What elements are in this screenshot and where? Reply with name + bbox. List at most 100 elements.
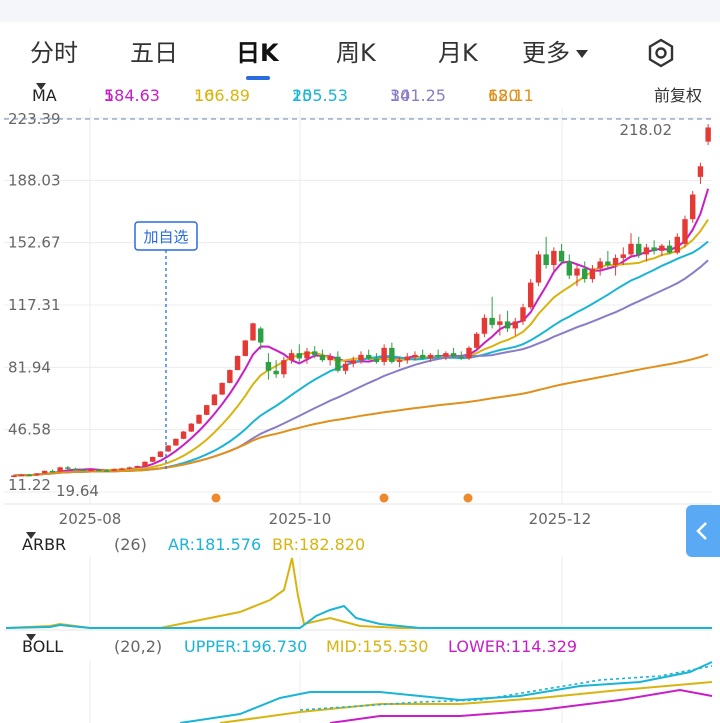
x-tick-label: 2025-10 (269, 510, 332, 528)
candle-body (597, 261, 603, 269)
max-price-label: 218.02 (620, 121, 673, 139)
candle-body (366, 354, 372, 359)
candle-body (49, 470, 56, 473)
candle-body (250, 323, 256, 341)
candle-body (427, 354, 434, 359)
candle-body (327, 356, 333, 361)
kline-chart[interactable]: 223.39188.03152.67117.3181.9446.5811.222… (0, 108, 720, 528)
boll-mid-line (219, 681, 713, 723)
ma20-number: 155.53 (292, 86, 348, 105)
candle-body (281, 360, 287, 375)
ma120-colon: : (488, 86, 494, 105)
candle-body (18, 474, 25, 477)
settings-icon[interactable] (646, 38, 676, 68)
candle-body (497, 321, 503, 325)
candle-body (504, 321, 511, 329)
x-tick-label: 2025-12 (529, 510, 592, 528)
candle-body (296, 353, 302, 359)
candle-body (489, 317, 495, 325)
chevron-down-icon (26, 634, 36, 641)
candle-body (389, 347, 395, 362)
candle-body (180, 431, 187, 439)
y-tick-label: 152.67 (8, 234, 61, 252)
status-strip (0, 0, 720, 22)
chevron-down-icon (576, 50, 588, 58)
candle-body (42, 470, 48, 474)
candle-body (620, 254, 626, 258)
ma120-key: 120 (488, 86, 519, 105)
event-dot (211, 493, 221, 503)
candle-body (705, 127, 711, 142)
br-value: BR:182.820 (272, 535, 366, 554)
candle-body (381, 347, 387, 362)
candle-body (242, 340, 248, 356)
candle-body (165, 445, 171, 452)
candle-body (335, 356, 341, 371)
boll-param: (20,2) (114, 637, 163, 656)
candle-body (234, 355, 241, 371)
candle-body (420, 354, 426, 359)
ma30-key: 30 (390, 86, 411, 105)
tab-five-day[interactable]: 五日 (130, 39, 178, 67)
y-tick-label: 188.03 (8, 171, 61, 189)
candle-body (450, 353, 457, 357)
candle-body (682, 219, 688, 244)
min-price-label: 19.64 (56, 482, 99, 500)
arbr-legend: ARBR (26) AR:181.576 BR:182.820 (0, 532, 720, 558)
side-panel-toggle[interactable] (686, 505, 720, 557)
tab-more[interactable]: 更多 (522, 38, 588, 68)
candle-body (119, 468, 125, 470)
ma10-key: 10 (194, 86, 215, 105)
arbr-chart (4, 556, 712, 631)
ma10-number: 166.89 (194, 86, 250, 105)
y-tick-label: 46.58 (8, 421, 51, 439)
tab-intraday[interactable]: 分时 (30, 39, 78, 67)
candle-body (157, 451, 164, 457)
tab-monthly-k[interactable]: 月K (438, 39, 478, 67)
candle-body (11, 475, 17, 478)
candle-body (273, 370, 279, 375)
candle-body (227, 370, 233, 383)
candle-body (134, 465, 140, 468)
br-line (5, 557, 712, 629)
candle-body (636, 243, 642, 255)
candle-body (404, 356, 410, 361)
ma5-colon: : (104, 86, 110, 105)
x-tick-label: 2025-08 (59, 510, 122, 528)
candle-body (126, 467, 133, 469)
add-watchlist-button[interactable] (134, 221, 198, 251)
ma5-line (13, 188, 710, 477)
chevron-down-icon (36, 83, 46, 90)
candle-body (142, 461, 148, 466)
candle-body (605, 261, 611, 265)
candle-body (666, 245, 673, 253)
candle-body (520, 307, 526, 322)
candle-body (558, 250, 565, 262)
tab-daily-k[interactable]: 日K (236, 39, 279, 67)
arbr-label: ARBR (22, 535, 67, 554)
candle-body (396, 360, 403, 362)
ma5-number: 184.63 (104, 86, 160, 105)
candle-body (342, 363, 349, 371)
ar-value: AR:181.576 (168, 535, 262, 554)
boll-lower-line (329, 688, 713, 723)
candle-body (373, 358, 380, 362)
candle-body (265, 361, 272, 371)
candle-body (26, 474, 32, 477)
candle-body (659, 245, 665, 251)
candle-body (103, 470, 110, 472)
ma30-colon: : (390, 86, 396, 105)
ma120-number: 68.11 (488, 86, 534, 105)
boll-lower: LOWER:114.329 (448, 637, 578, 656)
ma120-line (13, 353, 709, 477)
boll-upper-line (179, 661, 713, 723)
ma30-line (13, 259, 709, 477)
tab-weekly-k[interactable]: 周K (336, 39, 376, 67)
candle-body (543, 254, 549, 265)
candle-body (288, 353, 295, 361)
period-tabs: 分时 五日 日K 周K 月K 更多 (0, 22, 720, 84)
candle-body (188, 423, 194, 432)
candle-body (219, 382, 225, 395)
y-tick-label: 117.31 (8, 296, 61, 314)
adjust-mode[interactable]: 前复权 (654, 86, 703, 105)
